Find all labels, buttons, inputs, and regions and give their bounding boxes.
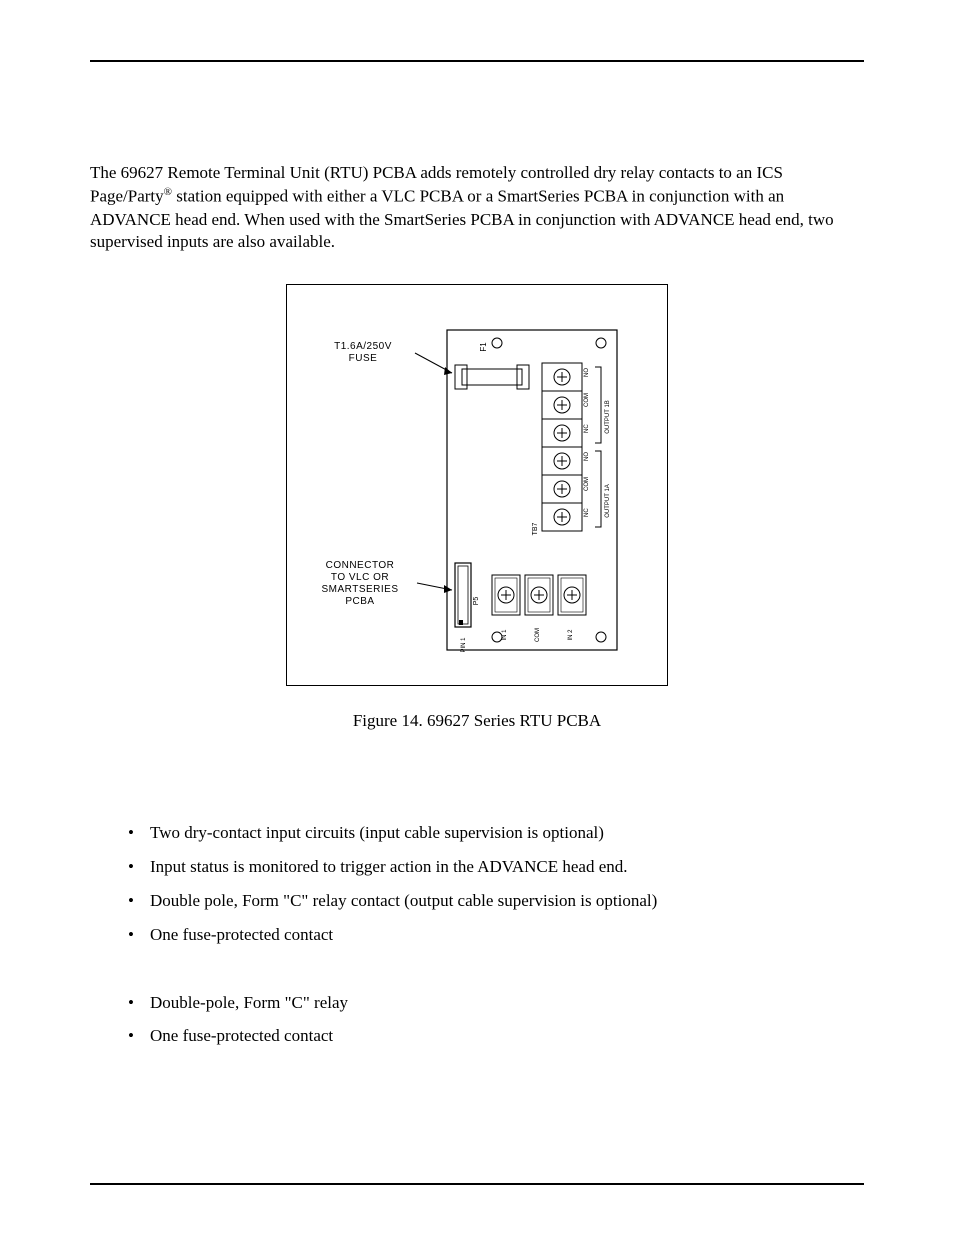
top-rule	[90, 60, 864, 62]
bottom-terminals	[492, 575, 586, 615]
p5-label: P5	[473, 597, 480, 606]
bullet-section: Two dry-contact input circuits (input ca…	[90, 821, 864, 1048]
pin1-label: PIN 1	[461, 637, 467, 653]
com-bottom-label: COM	[535, 628, 541, 642]
page: The 69627 Remote Terminal Unit (RTU) PCB…	[0, 0, 954, 1235]
registered-mark: ®	[164, 186, 172, 198]
tb-nc-1: NC	[584, 424, 590, 433]
out1a-label: OUTPUT 1A	[605, 485, 611, 519]
figure-caption: Figure 14. 69627 Series RTU PCBA	[90, 711, 864, 731]
list-item: One fuse-protected contact	[128, 923, 864, 947]
bottom-rule	[90, 1183, 864, 1185]
list-item: Double pole, Form "C" relay contact (out…	[128, 889, 864, 913]
list-item: One fuse-protected contact	[128, 1024, 864, 1048]
out1b-label: OUTPUT 1B	[605, 401, 611, 435]
list-item: Double-pole, Form "C" relay	[128, 991, 864, 1015]
tb7-block	[542, 363, 582, 531]
bullet-group-2: Double-pole, Form "C" relay One fuse-pro…	[90, 991, 864, 1049]
tb7-label: TB7	[532, 523, 539, 536]
intro-paragraph: The 69627 Remote Terminal Unit (RTU) PCB…	[90, 162, 864, 254]
pcba-diagram: T1.6A/250V FUSE CONNECTOR TO VLC OR SMAR…	[286, 284, 668, 686]
diagram-svg: F1	[287, 285, 667, 685]
figure-block: T1.6A/250V FUSE CONNECTOR TO VLC OR SMAR…	[90, 284, 864, 731]
tb-no-1: NO	[584, 368, 590, 377]
f1-label: F1	[479, 342, 488, 352]
para-part2: station equipped with either a VLC PCBA …	[90, 187, 834, 252]
list-item: Input status is monitored to trigger act…	[128, 855, 864, 879]
list-item: Two dry-contact input circuits (input ca…	[128, 821, 864, 845]
tb-com-1: COM	[584, 393, 590, 407]
tb-no-2: NO	[584, 452, 590, 461]
in2-label: IN 2	[568, 629, 574, 641]
in1-label: IN 1	[502, 629, 508, 641]
bullet-group-1: Two dry-contact input circuits (input ca…	[90, 821, 864, 946]
tb-com-2: COM	[584, 477, 590, 491]
tb-nc-2: NC	[584, 508, 590, 517]
